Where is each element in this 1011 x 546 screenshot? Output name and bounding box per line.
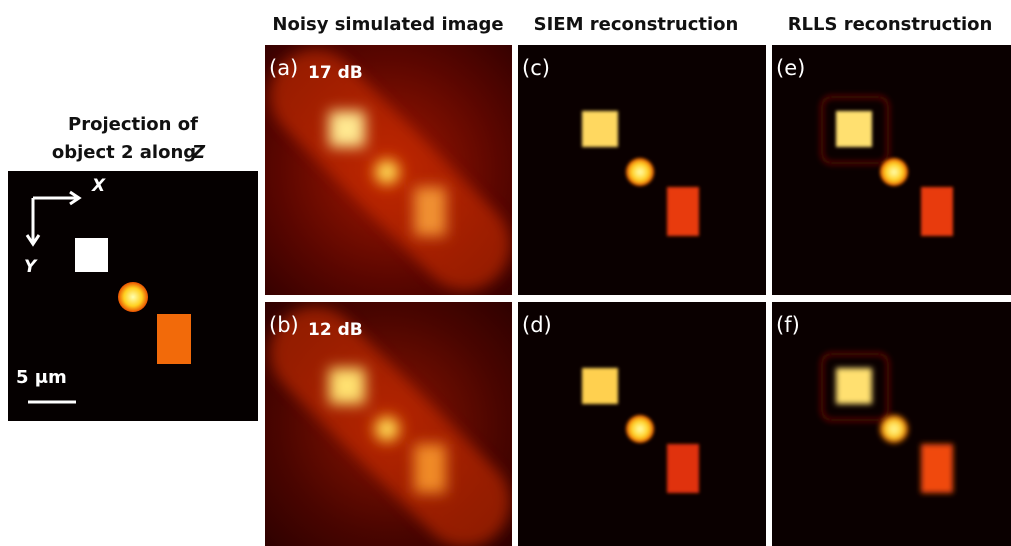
x-axis-label: X	[91, 176, 106, 196]
panel-label: (c)	[522, 56, 550, 80]
sphere-object	[626, 158, 654, 186]
panel: (b) 12 dB	[265, 302, 512, 546]
column-header: SIEM reconstruction	[534, 14, 739, 35]
panel: (a) 17 dB	[265, 45, 512, 295]
panel: (d)	[518, 302, 766, 546]
panel-image	[265, 45, 512, 295]
square-object	[329, 368, 365, 404]
headers: Noisy simulated image SIEM reconstructio…	[272, 14, 992, 35]
square-object	[836, 111, 872, 147]
panel-label: (f)	[776, 313, 800, 337]
panel-image	[518, 45, 766, 295]
sphere-object	[626, 415, 654, 443]
panel: (f)	[772, 302, 1011, 546]
panel-label: (e)	[776, 56, 805, 80]
sphere-object	[880, 415, 908, 443]
rect-object	[667, 444, 699, 493]
panel: (e)	[772, 45, 1011, 295]
panel-image	[518, 302, 766, 546]
panel-image	[772, 45, 1011, 295]
y-axis-label: Y	[24, 257, 38, 277]
rect-object	[414, 444, 446, 493]
column-header: RLLS reconstruction	[788, 14, 993, 35]
panel-label: (d)	[522, 313, 552, 337]
figure: Noisy simulated image SIEM reconstructio…	[0, 0, 1011, 546]
panel: (c)	[518, 45, 766, 295]
square-object	[582, 111, 618, 147]
projection-axis: Z	[191, 142, 206, 163]
snr-label: 12 dB	[308, 320, 363, 340]
panel-image	[772, 302, 1011, 546]
projection-title: Projection of	[68, 114, 198, 135]
panel-label: (a)	[269, 56, 298, 80]
square-object	[329, 111, 365, 147]
sphere-object	[880, 158, 908, 186]
square-object	[75, 238, 108, 272]
projection: Projection of object 2 along Z X Y 5 μm	[8, 114, 258, 421]
scale-bar-label: 5 μm	[16, 367, 67, 388]
sphere-object	[118, 282, 148, 312]
rect-object	[667, 187, 699, 236]
panel-image	[265, 302, 512, 546]
snr-label: 17 dB	[308, 63, 363, 83]
rect-object	[921, 187, 953, 236]
column-header: Noisy simulated image	[272, 14, 503, 35]
sphere-object	[373, 158, 401, 186]
projection-title: object 2 along	[52, 142, 196, 163]
square-object	[836, 368, 872, 404]
sphere-object	[373, 415, 401, 443]
rect-object	[921, 444, 953, 493]
square-object	[582, 368, 618, 404]
rect-object	[157, 314, 191, 364]
rect-object	[414, 187, 446, 236]
panel-label: (b)	[269, 313, 299, 337]
